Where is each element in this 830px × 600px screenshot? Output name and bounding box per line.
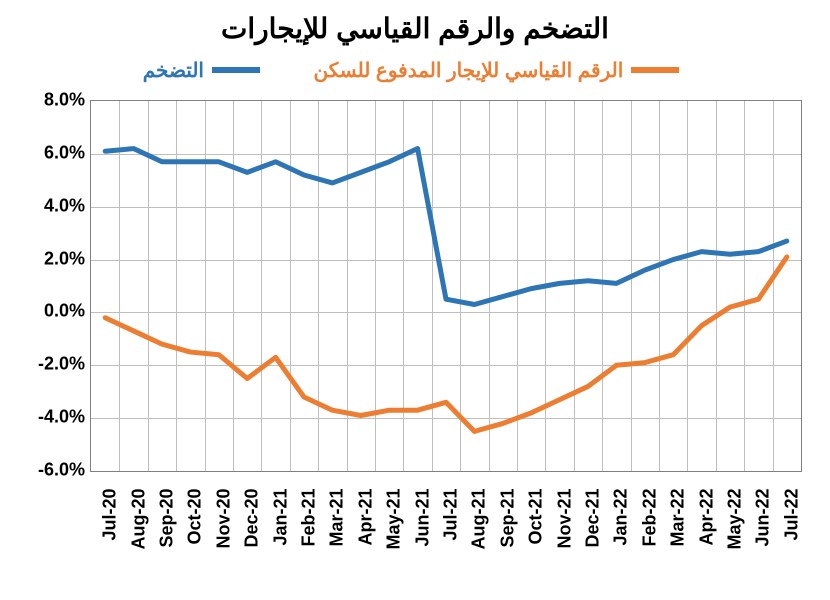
series-lines: [91, 101, 801, 471]
x-tick-label: Feb-21: [299, 489, 320, 547]
x-tick-label: Nov-21: [554, 489, 575, 549]
x-tick-label: Jun-21: [412, 489, 433, 547]
x-tick-label: Aug-20: [128, 489, 149, 550]
legend-label-rent-index: الرقم القياسي للإيجار المدفوع للسكن: [314, 58, 624, 83]
series-line: [105, 149, 787, 305]
x-tick-label: May-21: [384, 489, 405, 550]
x-tick-label: Oct-20: [185, 489, 206, 545]
y-tick-label: -4.0%: [38, 407, 85, 428]
x-tick-label: Oct-21: [526, 489, 547, 545]
x-tick-label: Dec-20: [242, 489, 263, 548]
y-tick-label: -2.0%: [38, 354, 85, 375]
x-tick-label: Mar-21: [327, 489, 348, 547]
legend-item-inflation: التضخم: [143, 58, 268, 83]
y-tick-label: 0.0%: [44, 301, 85, 322]
plot-area: [90, 100, 802, 472]
x-tick-label: Dec-21: [583, 489, 604, 548]
x-tick-label: Nov-20: [213, 489, 234, 549]
legend-label-inflation: التضخم: [143, 58, 204, 83]
x-tick-label: Jul-21: [441, 489, 462, 541]
x-tick-label: Jun-22: [753, 489, 774, 547]
y-tick-label: 8.0%: [44, 90, 85, 111]
x-tick-label: May-22: [725, 489, 746, 550]
y-tick-label: 6.0%: [44, 142, 85, 163]
x-tick-label: Mar-22: [668, 489, 689, 547]
y-tick-label: 2.0%: [44, 248, 85, 269]
legend: الرقم القياسي للإيجار المدفوع للسكن التض…: [0, 56, 830, 83]
x-tick-label: Sep-21: [497, 489, 518, 548]
chart-title: التضخم والرقم القياسي للإيجارات: [0, 12, 830, 45]
legend-swatch-rent-index: [631, 67, 679, 73]
x-tick-label: Apr-21: [355, 489, 376, 546]
x-tick-label: Sep-20: [157, 489, 178, 548]
x-tick-label: Jan-21: [270, 489, 291, 546]
x-tick-label: Aug-21: [469, 489, 490, 550]
chart-container: التضخم والرقم القياسي للإيجارات الرقم ال…: [0, 0, 830, 600]
legend-item-rent-index: الرقم القياسي للإيجار المدفوع للسكن: [314, 58, 688, 83]
x-tick-label: Jan-22: [611, 489, 632, 546]
x-tick-label: Jul-22: [781, 489, 802, 541]
y-tick-label: 4.0%: [44, 195, 85, 216]
x-tick-label: Jul-20: [100, 489, 121, 541]
x-tick-label: Feb-22: [639, 489, 660, 547]
series-line: [105, 257, 787, 431]
legend-swatch-inflation: [212, 67, 260, 73]
y-tick-label: -6.0%: [38, 460, 85, 481]
x-tick-label: Apr-22: [696, 489, 717, 546]
